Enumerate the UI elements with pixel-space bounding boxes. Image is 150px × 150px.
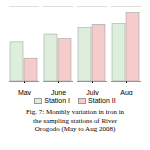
html-text:Station II: Station II [88, 97, 116, 104]
svg-text:July: July [86, 89, 99, 95]
svg-text:June: June [51, 89, 66, 95]
svg-text:Aug: Aug [120, 89, 133, 95]
svg-text:May: May [18, 89, 32, 95]
html-text:Station I: Station I [44, 97, 70, 104]
html-text:Fig. 7: Monthly variation in i: Fig. 7: Monthly variation in iron in the… [25, 108, 125, 133]
